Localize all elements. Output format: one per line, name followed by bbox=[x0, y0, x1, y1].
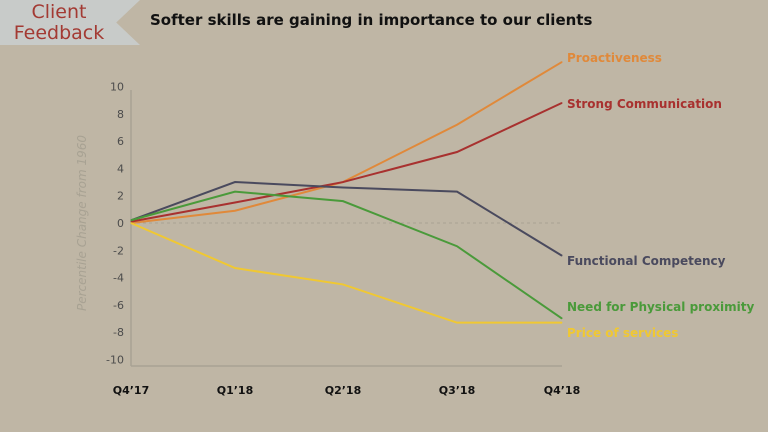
y-tick-label: 2 bbox=[117, 190, 124, 203]
series-label: Functional Competency bbox=[567, 254, 726, 268]
series-label: Proactiveness bbox=[567, 51, 662, 65]
data-point bbox=[561, 318, 563, 320]
x-tick-label: Q4’17 bbox=[113, 384, 150, 397]
y-tick-label: -10 bbox=[106, 354, 124, 367]
series-line bbox=[130, 101, 563, 223]
data-point bbox=[456, 191, 458, 193]
y-tick-label: 4 bbox=[117, 162, 124, 175]
x-tick-label: Q3’18 bbox=[439, 384, 476, 397]
data-point bbox=[561, 102, 563, 104]
y-tick-label: -8 bbox=[113, 326, 124, 339]
data-point bbox=[130, 222, 132, 224]
banner-line-1: Client bbox=[31, 1, 87, 23]
data-point bbox=[234, 191, 236, 193]
y-tick-label: 6 bbox=[117, 135, 124, 148]
data-point bbox=[130, 219, 132, 221]
chart-title: Softer skills are gaining in importance … bbox=[150, 11, 593, 29]
data-point bbox=[342, 187, 344, 189]
y-tick-label: -6 bbox=[113, 299, 124, 312]
data-point bbox=[130, 221, 132, 223]
data-point bbox=[342, 181, 344, 183]
x-tick-label: Q1’18 bbox=[217, 384, 254, 397]
data-point bbox=[234, 267, 236, 269]
x-tick-label: Q4’18 bbox=[544, 384, 581, 397]
series-line bbox=[130, 181, 563, 257]
data-point bbox=[456, 322, 458, 324]
data-point bbox=[234, 181, 236, 183]
data-point bbox=[561, 255, 563, 257]
data-point bbox=[561, 322, 563, 324]
x-tick-label: Q2’18 bbox=[325, 384, 362, 397]
series-line bbox=[130, 61, 563, 224]
series-label: Need for Physical proximity bbox=[567, 300, 755, 314]
series-label: Price of services bbox=[567, 326, 678, 340]
data-point bbox=[456, 245, 458, 247]
section-banner-text: Client Feedback bbox=[0, 0, 118, 44]
data-point bbox=[234, 202, 236, 204]
y-tick-label: 0 bbox=[117, 217, 124, 230]
data-point bbox=[456, 124, 458, 126]
data-point bbox=[342, 200, 344, 202]
data-point bbox=[456, 151, 458, 153]
banner-line-2: Feedback bbox=[13, 22, 105, 44]
data-point bbox=[342, 283, 344, 285]
data-point bbox=[561, 61, 563, 63]
y-tick-label: 10 bbox=[110, 81, 124, 94]
series-label: Strong Communication bbox=[567, 97, 722, 111]
y-tick-label: 8 bbox=[117, 108, 124, 121]
y-tick-label: -2 bbox=[113, 244, 124, 257]
data-point bbox=[234, 210, 236, 212]
y-axis-label: Percentile Change from 1960 bbox=[75, 135, 89, 311]
y-tick-label: -4 bbox=[113, 272, 124, 285]
